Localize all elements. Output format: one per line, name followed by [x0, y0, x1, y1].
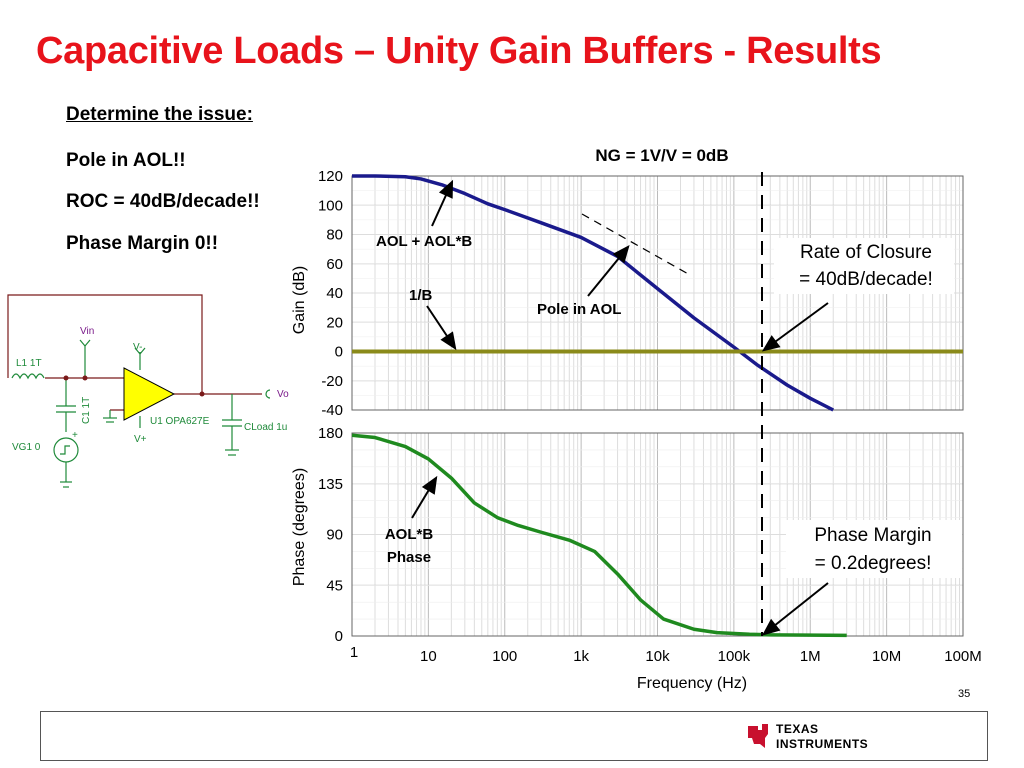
label-vg1: VG1 0 — [12, 442, 41, 453]
gain-plot-frame — [351, 175, 964, 411]
page-number: 35 — [958, 688, 971, 700]
label-l1: L1 1T — [16, 358, 42, 369]
arrow-one-over-b-head — [440, 331, 457, 351]
frequency-tick-label: 1k — [573, 648, 589, 665]
x-axis-label: Frequency (Hz) — [637, 675, 747, 692]
inductor-l1 — [11, 373, 45, 380]
plot-frames — [351, 175, 964, 637]
gain-tick-label: 80 — [326, 227, 343, 244]
phase-tick-label: 180 — [318, 425, 343, 442]
gain-tick-label: -20 — [321, 373, 343, 390]
opamp-u1 — [123, 367, 176, 421]
roc-label-bg — [774, 238, 954, 294]
series-phase — [351, 433, 847, 638]
phase-tick-labels: 180 135 90 45 0 — [318, 425, 343, 645]
frequency-tick-label: 100 — [492, 648, 517, 665]
gain-tick-label: 0 — [335, 344, 343, 361]
bullet-heading: Determine the issue: — [66, 104, 253, 125]
frequency-tick-label: 10M — [872, 648, 901, 665]
label-vin: Vin — [80, 326, 94, 337]
gain-tick-label: 100 — [318, 197, 343, 214]
annotation-aol: AOL + AOL*B — [376, 233, 472, 250]
frequency-tick-label: 1 — [350, 644, 358, 661]
circuit-schematic: Vin V- V+ L1 1T VG1 0 U1 OPA627E Vo CLoa… — [7, 294, 289, 488]
label-plus: + — [72, 430, 78, 441]
phase-plot-frame — [351, 432, 964, 637]
gain-tick-label: 60 — [326, 256, 343, 273]
arrow-phase-head — [421, 475, 438, 495]
gain-chart-title: NG = 1V/V = 0dB — [595, 146, 728, 165]
gain-y-axis-label: Gain (dB) — [291, 266, 308, 334]
annotation-one-over-b: 1/B — [409, 287, 433, 304]
annotations: AOL + AOL*B 1/B Pole in AOL Rate of Clos… — [376, 233, 962, 578]
ti-logo-text-1: Texas — [776, 722, 819, 736]
footer-bar — [40, 711, 988, 761]
gain-tick-label: -40 — [321, 402, 343, 419]
bullet-item: Phase Margin 0!! — [66, 233, 219, 254]
gain-tick-label: 40 — [326, 285, 343, 302]
frequency-tick-label: 100M — [944, 648, 982, 665]
phase-y-axis-label: Phase (degrees) — [291, 468, 308, 586]
frequency-tick-label: 10k — [645, 648, 670, 665]
roc-slope-line — [581, 213, 691, 276]
label-u1: U1 OPA627E — [150, 416, 210, 427]
label-cload: CLoad 1u — [244, 422, 287, 433]
ti-logo-icon — [748, 724, 768, 748]
arrow-aol-head — [438, 179, 454, 199]
arrow-roc-head — [761, 335, 781, 352]
phase-tick-label: 45 — [326, 577, 343, 594]
junction-dots — [63, 375, 205, 397]
annotation-roc-line2: = 40dB/decade! — [799, 269, 933, 290]
annotation-pm-line2: = 0.2degrees! — [815, 553, 932, 574]
phase-tick-label: 0 — [335, 628, 343, 645]
bullet-item: ROC = 40dB/decade!! — [66, 191, 260, 212]
gain-tick-label: 120 — [318, 168, 343, 185]
annotation-roc-line1: Rate of Closure — [800, 242, 932, 263]
frequency-tick-label: 10 — [420, 648, 437, 665]
bullet-item: Pole in AOL!! — [66, 150, 186, 171]
label-c1: C1 1T — [81, 397, 92, 424]
frequency-tick-label: 100k — [718, 648, 751, 665]
annotation-pm-line1: Phase Margin — [814, 525, 931, 546]
arrow-pm-head — [762, 618, 781, 636]
ti-logo-text-2: Instruments — [776, 737, 868, 751]
schematic-parts — [11, 339, 271, 488]
phase-tick-label: 135 — [318, 476, 343, 493]
annotation-pole: Pole in AOL — [537, 301, 621, 318]
frequency-tick-labels: 1 10 100 1k 10k 100k 1M 10M 100M — [350, 644, 982, 665]
texas-instruments-logo: Texas Instruments — [748, 722, 868, 751]
label-vo: Vo — [277, 389, 289, 400]
frequency-tick-label: 1M — [800, 648, 821, 665]
phase-tick-label: 90 — [326, 527, 343, 544]
slide-title: Capacitive Loads – Unity Gain Buffers - … — [36, 30, 882, 72]
annotation-phase-line2: Phase — [387, 549, 431, 566]
annotation-arrows — [411, 179, 829, 636]
arrow-pole-head — [612, 245, 630, 264]
pm-label-bg — [786, 520, 962, 578]
annotation-phase-line1: AOL*B — [385, 526, 434, 543]
label-vplus: V+ — [134, 434, 147, 445]
label-vminus: V- — [133, 342, 142, 353]
gain-tick-labels: 120 100 80 60 40 20 0 -20 -40 — [318, 168, 343, 419]
gain-tick-label: 20 — [326, 314, 343, 331]
